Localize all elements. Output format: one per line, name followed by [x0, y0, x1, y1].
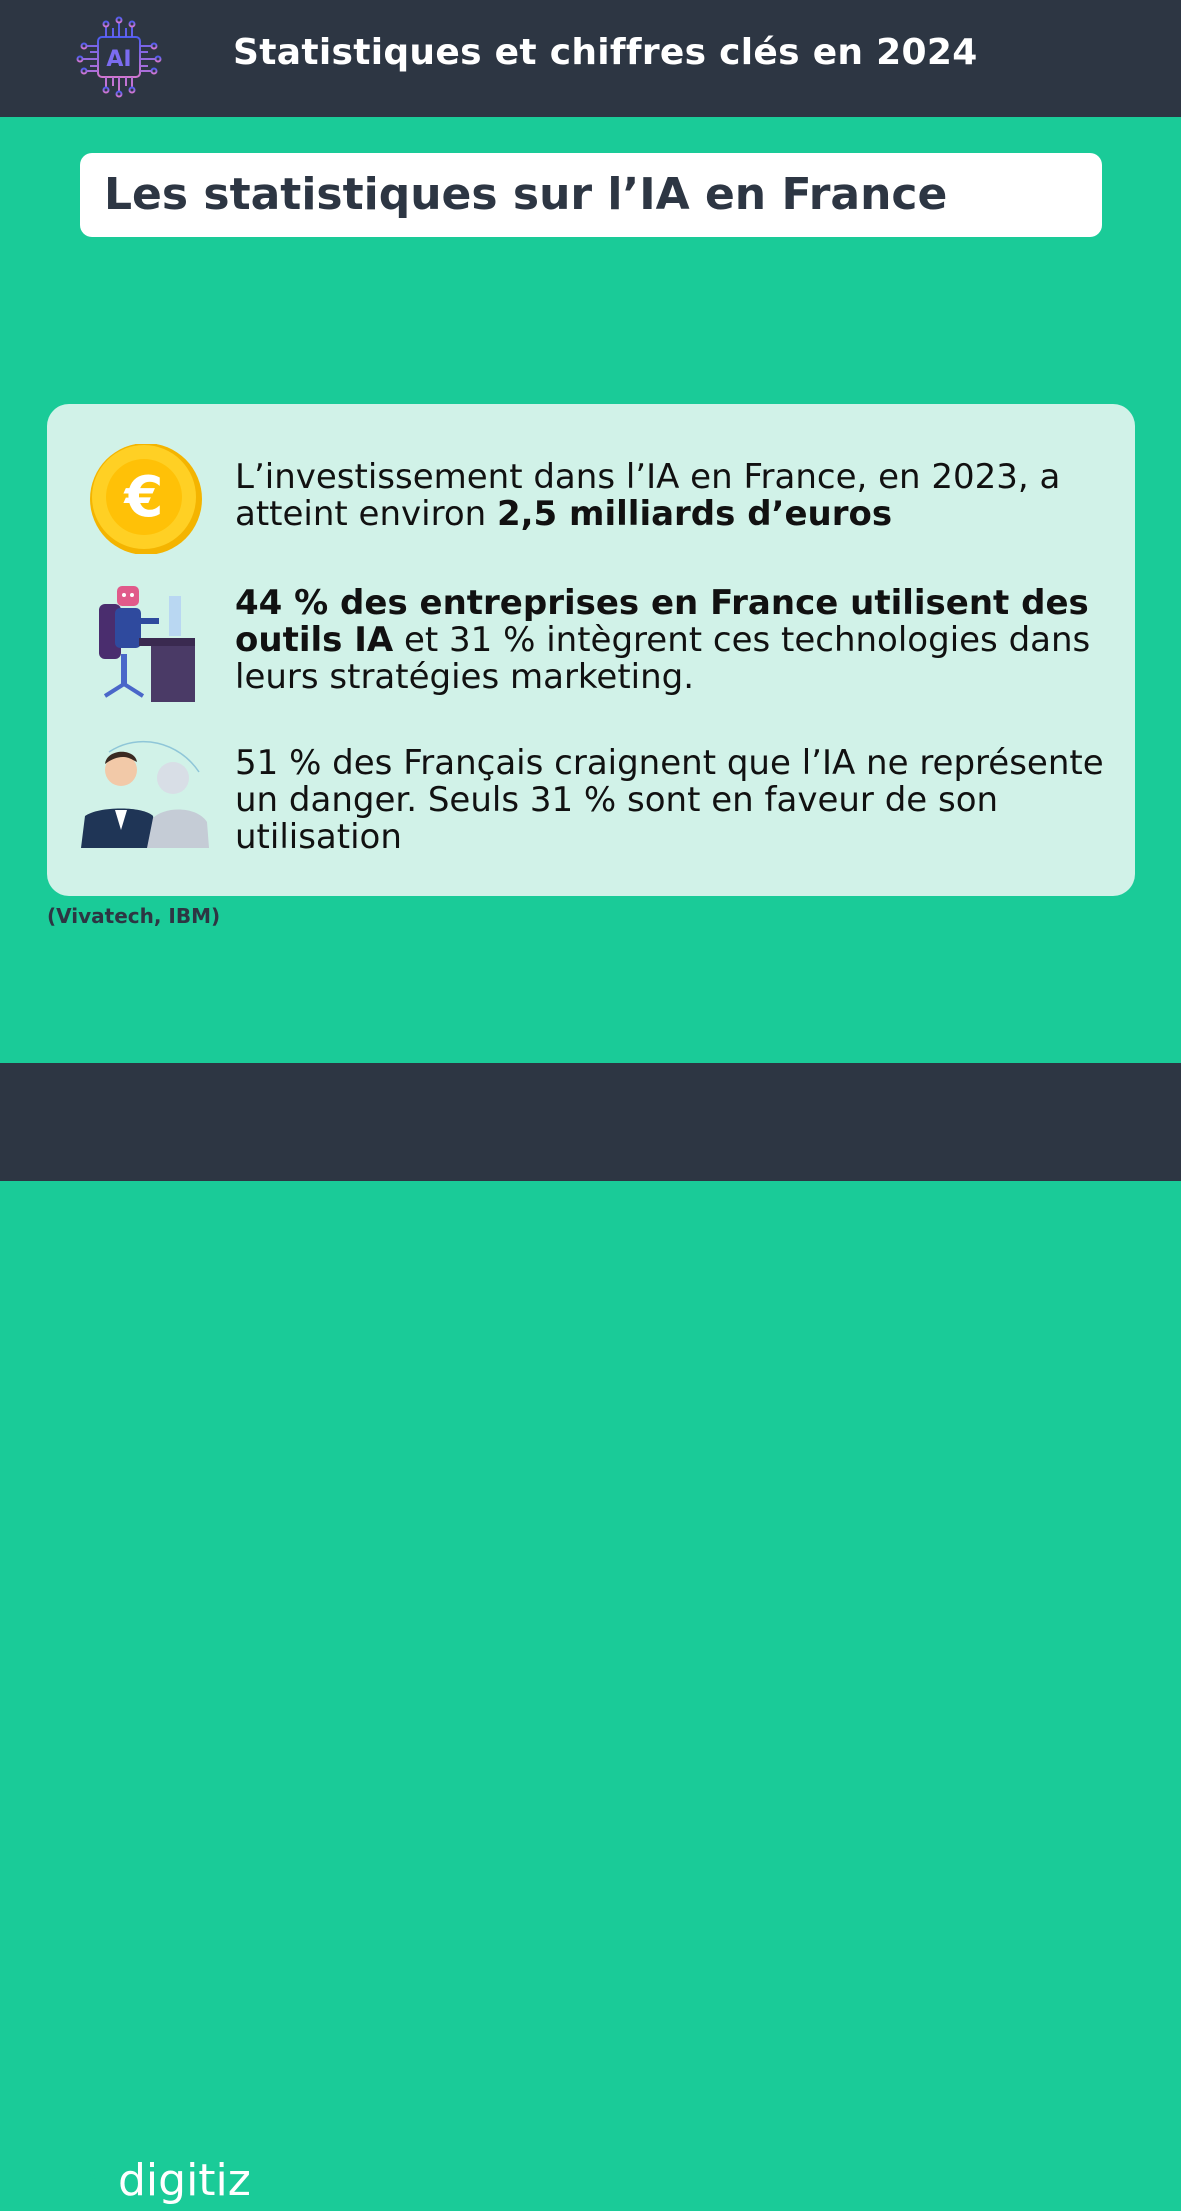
- header: AI Statistiques et chiffres clés en 2024: [0, 0, 1181, 117]
- robot-at-desk-icon: [99, 586, 195, 702]
- ai-chip-icon: AI: [76, 16, 162, 98]
- stats-card: € L’investissement dans l’IA en France, …: [47, 404, 1135, 896]
- svg-text:AI: AI: [106, 47, 131, 72]
- source-citation: (Vivatech, IBM): [47, 904, 221, 928]
- human-and-robot-icon: [81, 740, 209, 848]
- stat-companies: 44 % des entreprises en France utilisent…: [235, 583, 1091, 697]
- svg-text:€: €: [123, 465, 164, 530]
- stat-opinion: 51 % des Français craignent que l’IA ne …: [235, 743, 1104, 857]
- section-title: Les statistiques sur l’IA en France: [104, 169, 948, 220]
- euro-coin-icon: €: [90, 444, 202, 554]
- brand-name: digitiz: [118, 2155, 251, 2206]
- header-title: Statistiques et chiffres clés en 2024: [233, 32, 978, 73]
- stat-investment: L’investissement dans l’IA en France, en…: [235, 457, 1061, 534]
- section-title-box: Les statistiques sur l’IA en France: [80, 153, 1102, 237]
- rocket-icon: [60, 2161, 107, 2208]
- footer: digitiz: [0, 1063, 1181, 2208]
